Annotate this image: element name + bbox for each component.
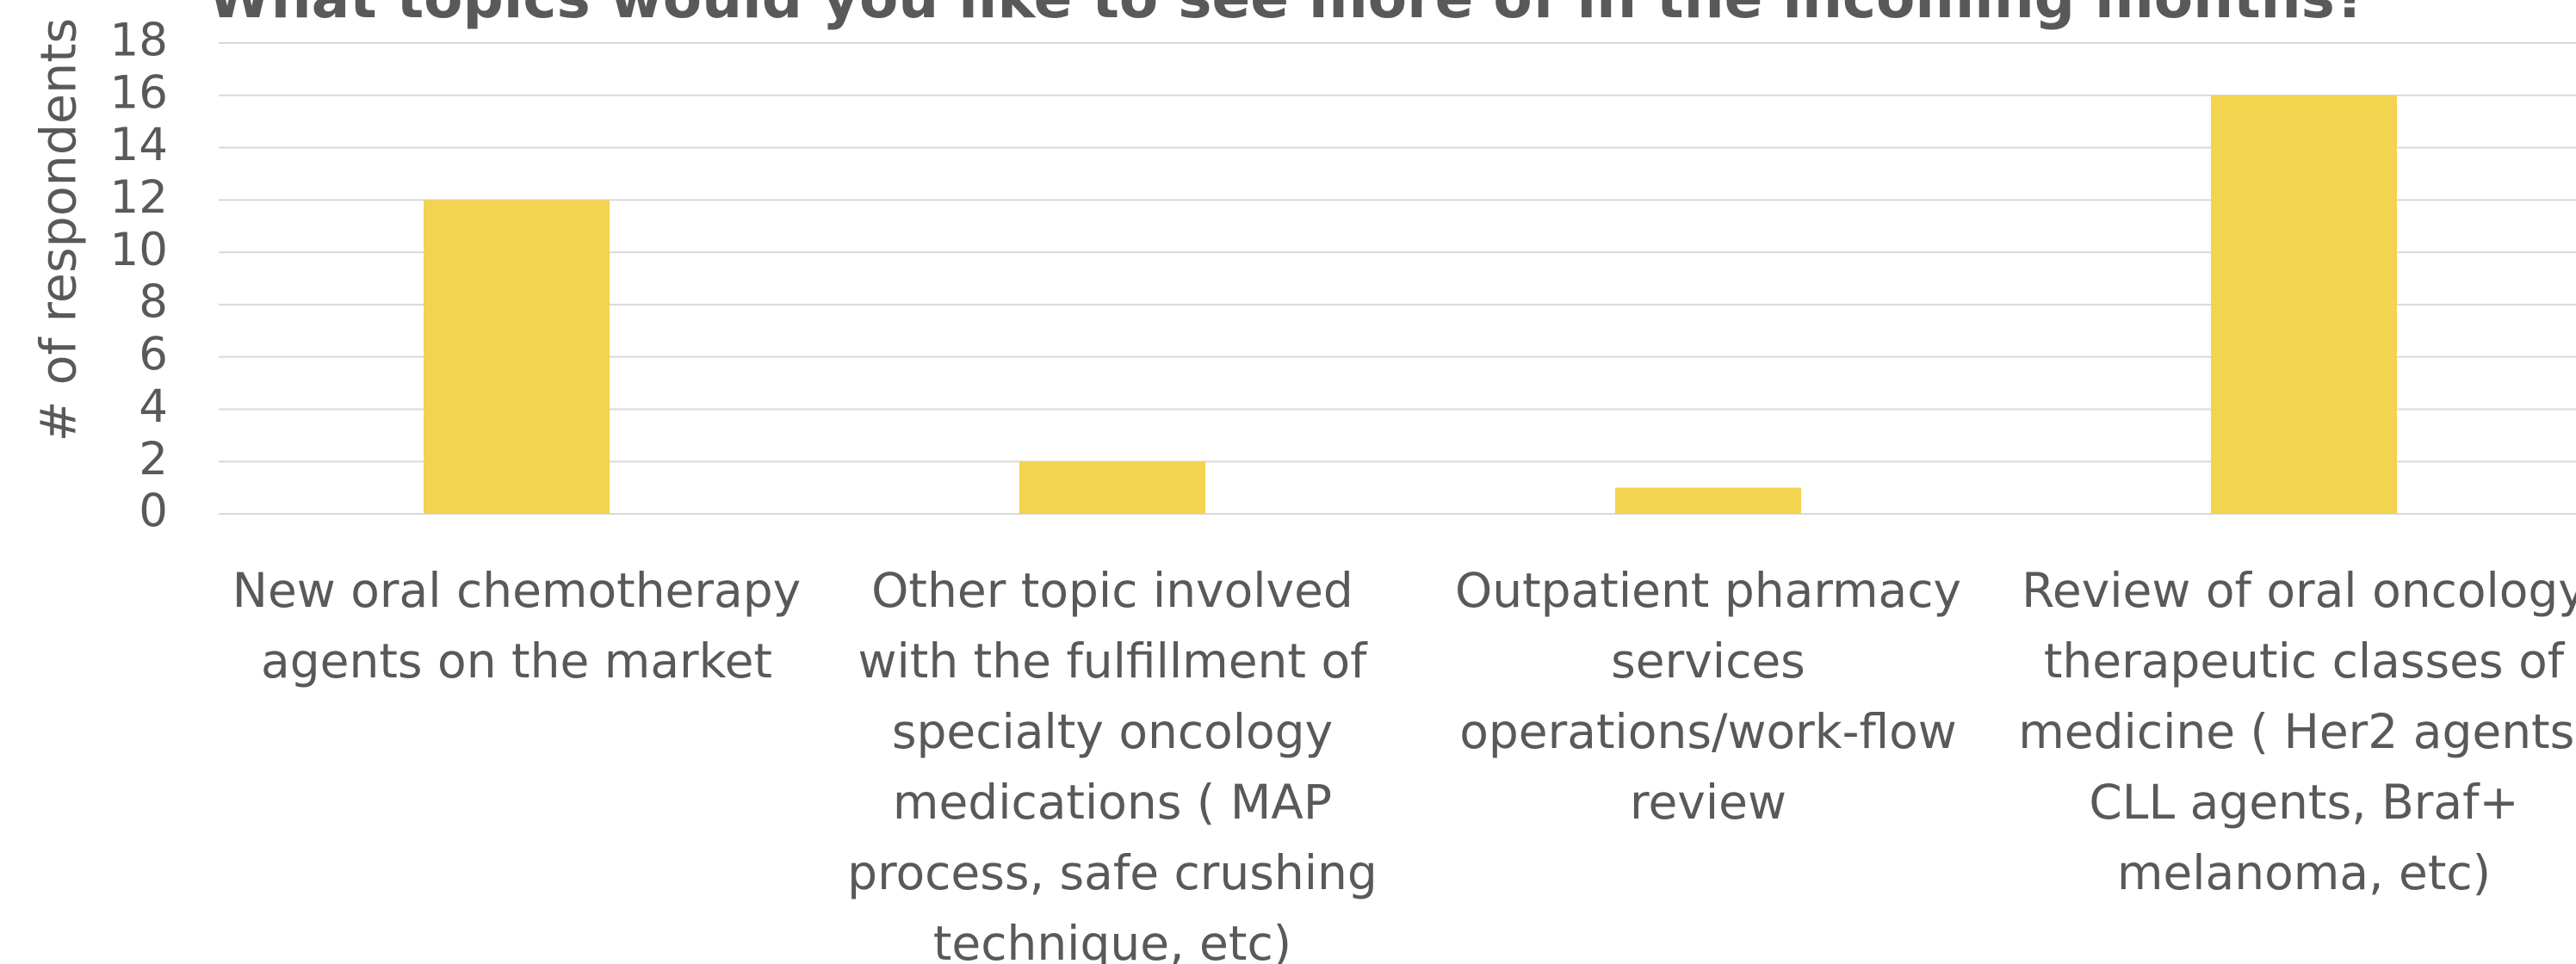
y-tick-label: 0: [139, 485, 168, 538]
y-tick-label: 18: [110, 15, 168, 67]
y-tick-label: 8: [139, 276, 168, 329]
chart-title: What topics would you like to see more o…: [208, 0, 2368, 31]
y-tick-label: 6: [139, 328, 168, 380]
y-axis-label: # of respondents: [31, 18, 88, 442]
y-tick-label: 12: [110, 171, 168, 224]
y-tick-label: 4: [139, 380, 168, 433]
x-tick-label: Other topic involved with the fulfillmen…: [847, 563, 1378, 964]
y-tick-label: 10: [110, 224, 168, 276]
x-tick-label: New oral chemotherapy agents on the mark…: [232, 563, 802, 689]
bar: [424, 200, 610, 515]
y-tick-label: 16: [110, 66, 168, 119]
bar: [1019, 461, 1205, 514]
y-tick-label: 2: [139, 433, 168, 485]
bar: [2211, 95, 2397, 515]
bar: [1615, 487, 1801, 514]
x-tick-label: Review of oral oncology therapeutic clas…: [2018, 563, 2576, 900]
x-tick-label: Outpatient pharmacy services operations/…: [1454, 563, 1962, 830]
y-tick-label: 14: [110, 119, 168, 171]
